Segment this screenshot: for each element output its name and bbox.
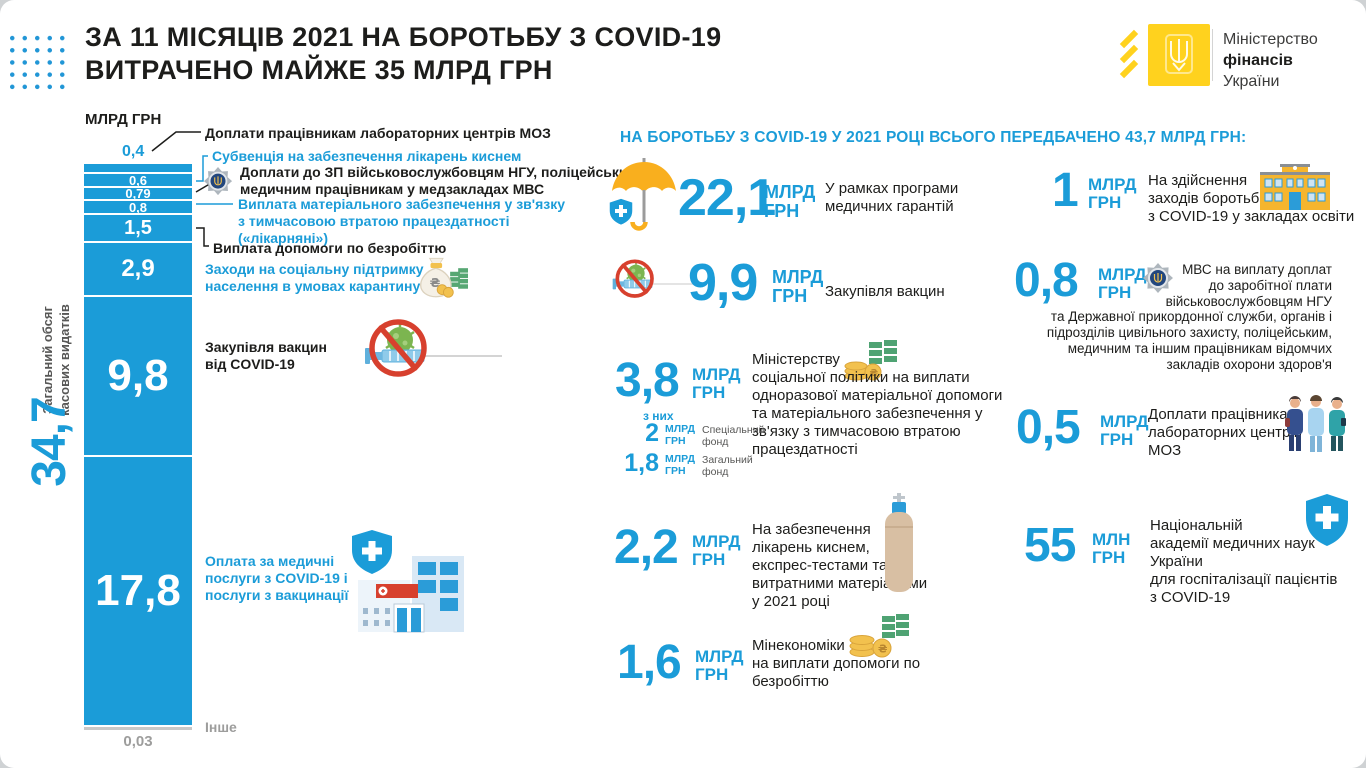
stat-desc-1: На здійснення заходів боротьби з COVID-1… bbox=[1148, 172, 1355, 225]
annotation-unemployment: Виплата допомоги по безробіттю bbox=[213, 240, 447, 256]
sub-desc-1-8: Загальний фонд bbox=[702, 454, 753, 479]
no-vaccine-icon bbox=[352, 318, 502, 382]
svg-text:₴: ₴ bbox=[430, 275, 441, 290]
hospital-icon bbox=[350, 528, 470, 634]
sub-unit-2: МЛРД ГРН bbox=[665, 423, 695, 447]
stacked-bar: 0,6 0,79 0,8 1,5 2,9 9,8 17,8 bbox=[84, 164, 192, 725]
bar-segment-9-8: 9,8 bbox=[84, 297, 192, 455]
stat-sub-label-3-8: з них bbox=[643, 409, 674, 423]
bar-other-line bbox=[84, 727, 192, 730]
sub-unit-1-8: МЛРД ГРН bbox=[665, 453, 695, 477]
annotation-sick-pay: Виплата матеріального забезпечення у зв'… bbox=[238, 196, 566, 247]
annotation-mvs-salaries: Доплати до ЗП військовослужбовцям НГУ, п… bbox=[240, 164, 642, 198]
school-building-icon bbox=[1258, 162, 1332, 212]
bar-total-value: 34,7 bbox=[23, 397, 76, 487]
decor-dots-pattern bbox=[4, 30, 68, 90]
ministry-name-line3: України bbox=[1223, 72, 1280, 90]
right-panel-heading: НА БОРОТЬБУ З COVID-19 У 2021 РОЦІ ВСЬОГ… bbox=[620, 129, 1247, 146]
shield-cross-icon bbox=[1304, 492, 1350, 548]
no-vaccine-icon bbox=[604, 248, 704, 312]
svg-text:₴: ₴ bbox=[870, 368, 879, 379]
sub-value-2: 2 bbox=[645, 419, 659, 447]
ministry-logo bbox=[1118, 24, 1210, 86]
ministry-name-line1: Міністерство bbox=[1223, 31, 1318, 48]
svg-text:₴: ₴ bbox=[878, 643, 887, 656]
stat-value-0-8: 0,8 bbox=[1014, 254, 1079, 307]
coins-banknotes-icon: ₴ bbox=[843, 340, 899, 382]
stat-desc-3-8: Міністерству соціальної політики на випл… bbox=[752, 351, 1003, 458]
stat-unit-2-2: МЛРД ГРН bbox=[692, 532, 741, 569]
bar-segment-1-5: 1,5 bbox=[84, 215, 192, 241]
bar-segment-0-79: 0,79 bbox=[84, 186, 192, 201]
annotation-lab-workers: Доплати працівникам лабораторних центрів… bbox=[205, 125, 551, 141]
ukraine-trident-icon bbox=[1119, 24, 1210, 86]
stat-unit-1: МЛРД ГРН bbox=[1088, 175, 1137, 212]
stat-desc-55: Національній академії медичних наук Укра… bbox=[1150, 517, 1338, 606]
stat-unit-0-5: МЛРД ГРН bbox=[1100, 412, 1149, 449]
stat-desc-2-2: На забезпечення лікарень киснем, експрес… bbox=[752, 521, 928, 610]
bar-top-value: 0,4 bbox=[122, 143, 145, 160]
bar-segment-2-9: 2,9 bbox=[84, 243, 192, 295]
page-title-line1: ЗА 11 МІСЯЦІВ 2021 НА БОРОТЬБУ З COVID-1… bbox=[85, 22, 722, 52]
medical-workers-icon bbox=[1284, 394, 1348, 454]
stat-unit-1-6: МЛРД ГРН bbox=[695, 647, 744, 684]
stat-value-1: 1 bbox=[1052, 164, 1079, 217]
umbrella-shield-icon bbox=[608, 156, 680, 236]
stat-unit-0-8: МЛРД ГРН bbox=[1098, 265, 1147, 302]
ministry-name-line2: фінансів bbox=[1223, 51, 1293, 69]
stat-desc-22-1: У рамках програми медичних гарантій bbox=[825, 180, 959, 215]
police-badge-icon bbox=[1142, 261, 1174, 297]
annotation-medical-services: Оплата за медичні послуги з COVID-19 і п… bbox=[205, 553, 349, 604]
annotation-social-support: Заходи на соціальну підтримку населення … bbox=[205, 261, 424, 295]
stat-desc-9-9: Закупівля вакцин bbox=[825, 283, 945, 300]
annotation-oxygen-subvention: Субвенція на забезпечення лікарень кисне… bbox=[212, 148, 522, 164]
oxygen-cylinder-icon bbox=[882, 492, 916, 594]
bar-segment-0-8: 0,8 bbox=[84, 200, 192, 215]
y-axis-unit-label: МЛРД ГРН bbox=[85, 111, 162, 128]
annotation-vaccines: Закупівля вакцин від COVID-19 bbox=[205, 339, 327, 373]
annotation-other: Інше bbox=[205, 719, 237, 735]
stat-value-2-2: 2,2 bbox=[614, 521, 679, 574]
bar-bottom-value: 0,03 bbox=[123, 733, 153, 750]
stat-value-55: 55 bbox=[1024, 519, 1076, 572]
bar-segment-0-4 bbox=[84, 164, 192, 172]
stat-value-22-1: 22,1 bbox=[678, 169, 776, 227]
sub-desc-2: Спеціальний фонд bbox=[702, 424, 765, 449]
ministry-name: Міністерство фінансів України bbox=[1223, 30, 1318, 92]
stat-unit-9-9: МЛРД ГРН bbox=[772, 267, 824, 306]
logo-divider bbox=[1212, 29, 1213, 81]
page-title: ЗА 11 МІСЯЦІВ 2021 НА БОРОТЬБУ З COVID-1… bbox=[85, 21, 721, 87]
stat-unit-55: МЛН ГРН bbox=[1092, 530, 1131, 567]
stat-desc-1-6: Мінекономіки на виплати допомоги по безр… bbox=[752, 637, 921, 690]
stat-unit-3-8: МЛРД ГРН bbox=[692, 365, 741, 402]
coins-banknotes-icon: ₴ bbox=[848, 612, 910, 658]
stat-value-9-9: 9,9 bbox=[688, 254, 758, 312]
stat-value-1-6: 1,6 bbox=[617, 636, 682, 689]
bar-segment-0-6: 0,6 bbox=[84, 173, 192, 188]
stat-unit-22-1: МЛРД ГРН bbox=[764, 182, 816, 221]
stat-desc-0-5: Доплати працівникам лабораторних центрів… bbox=[1148, 406, 1302, 459]
stat-value-3-8: 3,8 bbox=[615, 354, 680, 407]
bar-segment-17-8: 17,8 bbox=[84, 457, 192, 725]
sub-value-1-8: 1,8 bbox=[624, 449, 659, 477]
stat-value-0-5: 0,5 bbox=[1016, 401, 1081, 454]
money-bag-icon: ₴ bbox=[418, 256, 468, 300]
stat-desc-0-8: МВС на виплату доплат до заробітної плат… bbox=[1046, 262, 1332, 372]
police-badge-icon bbox=[203, 165, 233, 199]
page-title-line2: ВИТРАЧЕНО МАЙЖЕ 35 МЛРД ГРН bbox=[85, 54, 553, 85]
